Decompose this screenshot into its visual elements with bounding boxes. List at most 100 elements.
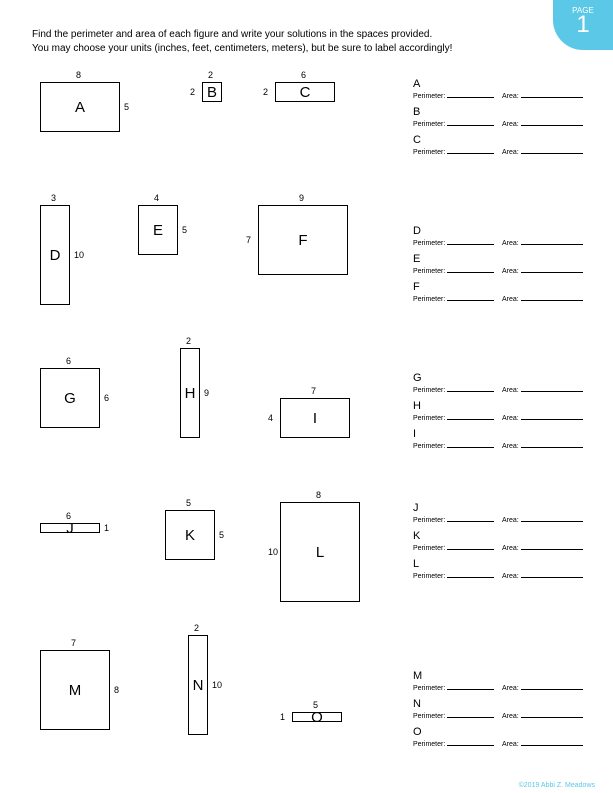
answer-label: G	[413, 372, 583, 384]
area-blank[interactable]	[521, 91, 583, 98]
area-field[interactable]: Area:	[502, 294, 583, 303]
shape-i: I	[280, 398, 350, 438]
area-blank[interactable]	[521, 711, 583, 718]
perimeter-field[interactable]: Perimeter:	[413, 571, 494, 580]
answer-fields: Perimeter: Area:	[413, 683, 583, 692]
perimeter-blank[interactable]	[447, 739, 494, 746]
area-field[interactable]: Area:	[502, 238, 583, 247]
answer-fields: Perimeter: Area:	[413, 711, 583, 720]
perimeter-field[interactable]: Perimeter:	[413, 711, 494, 720]
perimeter-field[interactable]: Perimeter:	[413, 238, 494, 247]
area-field[interactable]: Area:	[502, 739, 583, 748]
answer-label: F	[413, 281, 583, 293]
answer-row-h: HPerimeter:Area:	[413, 400, 583, 422]
dim-top-n: 2	[194, 623, 199, 633]
answer-group: JPerimeter:Area:KPerimeter:Area:LPerimet…	[413, 502, 583, 586]
perimeter-blank[interactable]	[447, 238, 494, 245]
area-field[interactable]: Area:	[502, 711, 583, 720]
perimeter-blank[interactable]	[447, 711, 494, 718]
area-blank[interactable]	[521, 294, 583, 301]
area-field[interactable]: Area:	[502, 515, 583, 524]
answer-row-d: DPerimeter:Area:	[413, 225, 583, 247]
area-field[interactable]: Area:	[502, 571, 583, 580]
perimeter-blank[interactable]	[447, 385, 494, 392]
copyright: ©2019 Abbi Z. Meadows	[519, 782, 595, 789]
perimeter-field[interactable]: Perimeter:	[413, 739, 494, 748]
dim-top-b: 2	[208, 70, 213, 80]
area-field[interactable]: Area:	[502, 543, 583, 552]
dim-right-d: 10	[74, 250, 84, 260]
perimeter-field[interactable]: Perimeter:	[413, 294, 494, 303]
perimeter-field[interactable]: Perimeter:	[413, 543, 494, 552]
area-field[interactable]: Area:	[502, 266, 583, 275]
dim-left-c: 2	[263, 87, 268, 97]
perimeter-blank[interactable]	[447, 147, 494, 154]
perimeter-blank[interactable]	[447, 441, 494, 448]
answer-fields: Perimeter: Area:	[413, 739, 583, 748]
perimeter-blank[interactable]	[447, 571, 494, 578]
area-field[interactable]: Area:	[502, 413, 583, 422]
area-label: Area:	[502, 517, 519, 524]
perimeter-field[interactable]: Perimeter:	[413, 385, 494, 394]
area-blank[interactable]	[521, 739, 583, 746]
area-blank[interactable]	[521, 515, 583, 522]
area-label: Area:	[502, 93, 519, 100]
area-blank[interactable]	[521, 238, 583, 245]
perimeter-blank[interactable]	[447, 119, 494, 126]
instruction-line-1: Find the perimeter and area of each figu…	[32, 28, 543, 42]
perimeter-label: Perimeter:	[413, 713, 445, 720]
answer-label: O	[413, 726, 583, 738]
area-blank[interactable]	[521, 543, 583, 550]
perimeter-field[interactable]: Perimeter:	[413, 441, 494, 450]
perimeter-blank[interactable]	[447, 294, 494, 301]
dim-top-j: 6	[66, 511, 71, 521]
perimeter-label: Perimeter:	[413, 93, 445, 100]
area-field[interactable]: Area:	[502, 385, 583, 394]
perimeter-field[interactable]: Perimeter:	[413, 91, 494, 100]
perimeter-field[interactable]: Perimeter:	[413, 413, 494, 422]
area-field[interactable]: Area:	[502, 683, 583, 692]
area-blank[interactable]	[521, 385, 583, 392]
area-field[interactable]: Area:	[502, 91, 583, 100]
shape-b: B	[202, 82, 222, 102]
perimeter-blank[interactable]	[447, 91, 494, 98]
area-blank[interactable]	[521, 413, 583, 420]
dim-right-g: 6	[104, 393, 109, 403]
dim-top-a: 8	[76, 70, 81, 80]
area-blank[interactable]	[521, 571, 583, 578]
dim-right-e: 5	[182, 225, 187, 235]
area-field[interactable]: Area:	[502, 147, 583, 156]
perimeter-label: Perimeter:	[413, 545, 445, 552]
perimeter-field[interactable]: Perimeter:	[413, 515, 494, 524]
dim-top-e: 4	[154, 193, 159, 203]
area-blank[interactable]	[521, 683, 583, 690]
perimeter-field[interactable]: Perimeter:	[413, 119, 494, 128]
dim-right-a: 5	[124, 102, 129, 112]
perimeter-blank[interactable]	[447, 413, 494, 420]
perimeter-label: Perimeter:	[413, 443, 445, 450]
area-blank[interactable]	[521, 119, 583, 126]
answer-fields: Perimeter: Area:	[413, 294, 583, 303]
dim-top-g: 6	[66, 356, 71, 366]
perimeter-blank[interactable]	[447, 515, 494, 522]
area-field[interactable]: Area:	[502, 119, 583, 128]
area-label: Area:	[502, 545, 519, 552]
answer-fields: Perimeter: Area:	[413, 266, 583, 275]
perimeter-blank[interactable]	[447, 266, 494, 273]
perimeter-blank[interactable]	[447, 543, 494, 550]
area-blank[interactable]	[521, 147, 583, 154]
area-blank[interactable]	[521, 266, 583, 273]
perimeter-field[interactable]: Perimeter:	[413, 266, 494, 275]
answer-label: L	[413, 558, 583, 570]
area-label: Area:	[502, 387, 519, 394]
dim-left-i: 4	[268, 413, 273, 423]
perimeter-field[interactable]: Perimeter:	[413, 147, 494, 156]
perimeter-label: Perimeter:	[413, 121, 445, 128]
answer-fields: Perimeter: Area:	[413, 238, 583, 247]
instructions: Find the perimeter and area of each figu…	[32, 28, 543, 56]
perimeter-field[interactable]: Perimeter:	[413, 683, 494, 692]
area-blank[interactable]	[521, 441, 583, 448]
dim-top-o: 5	[313, 700, 318, 710]
perimeter-blank[interactable]	[447, 683, 494, 690]
area-field[interactable]: Area:	[502, 441, 583, 450]
